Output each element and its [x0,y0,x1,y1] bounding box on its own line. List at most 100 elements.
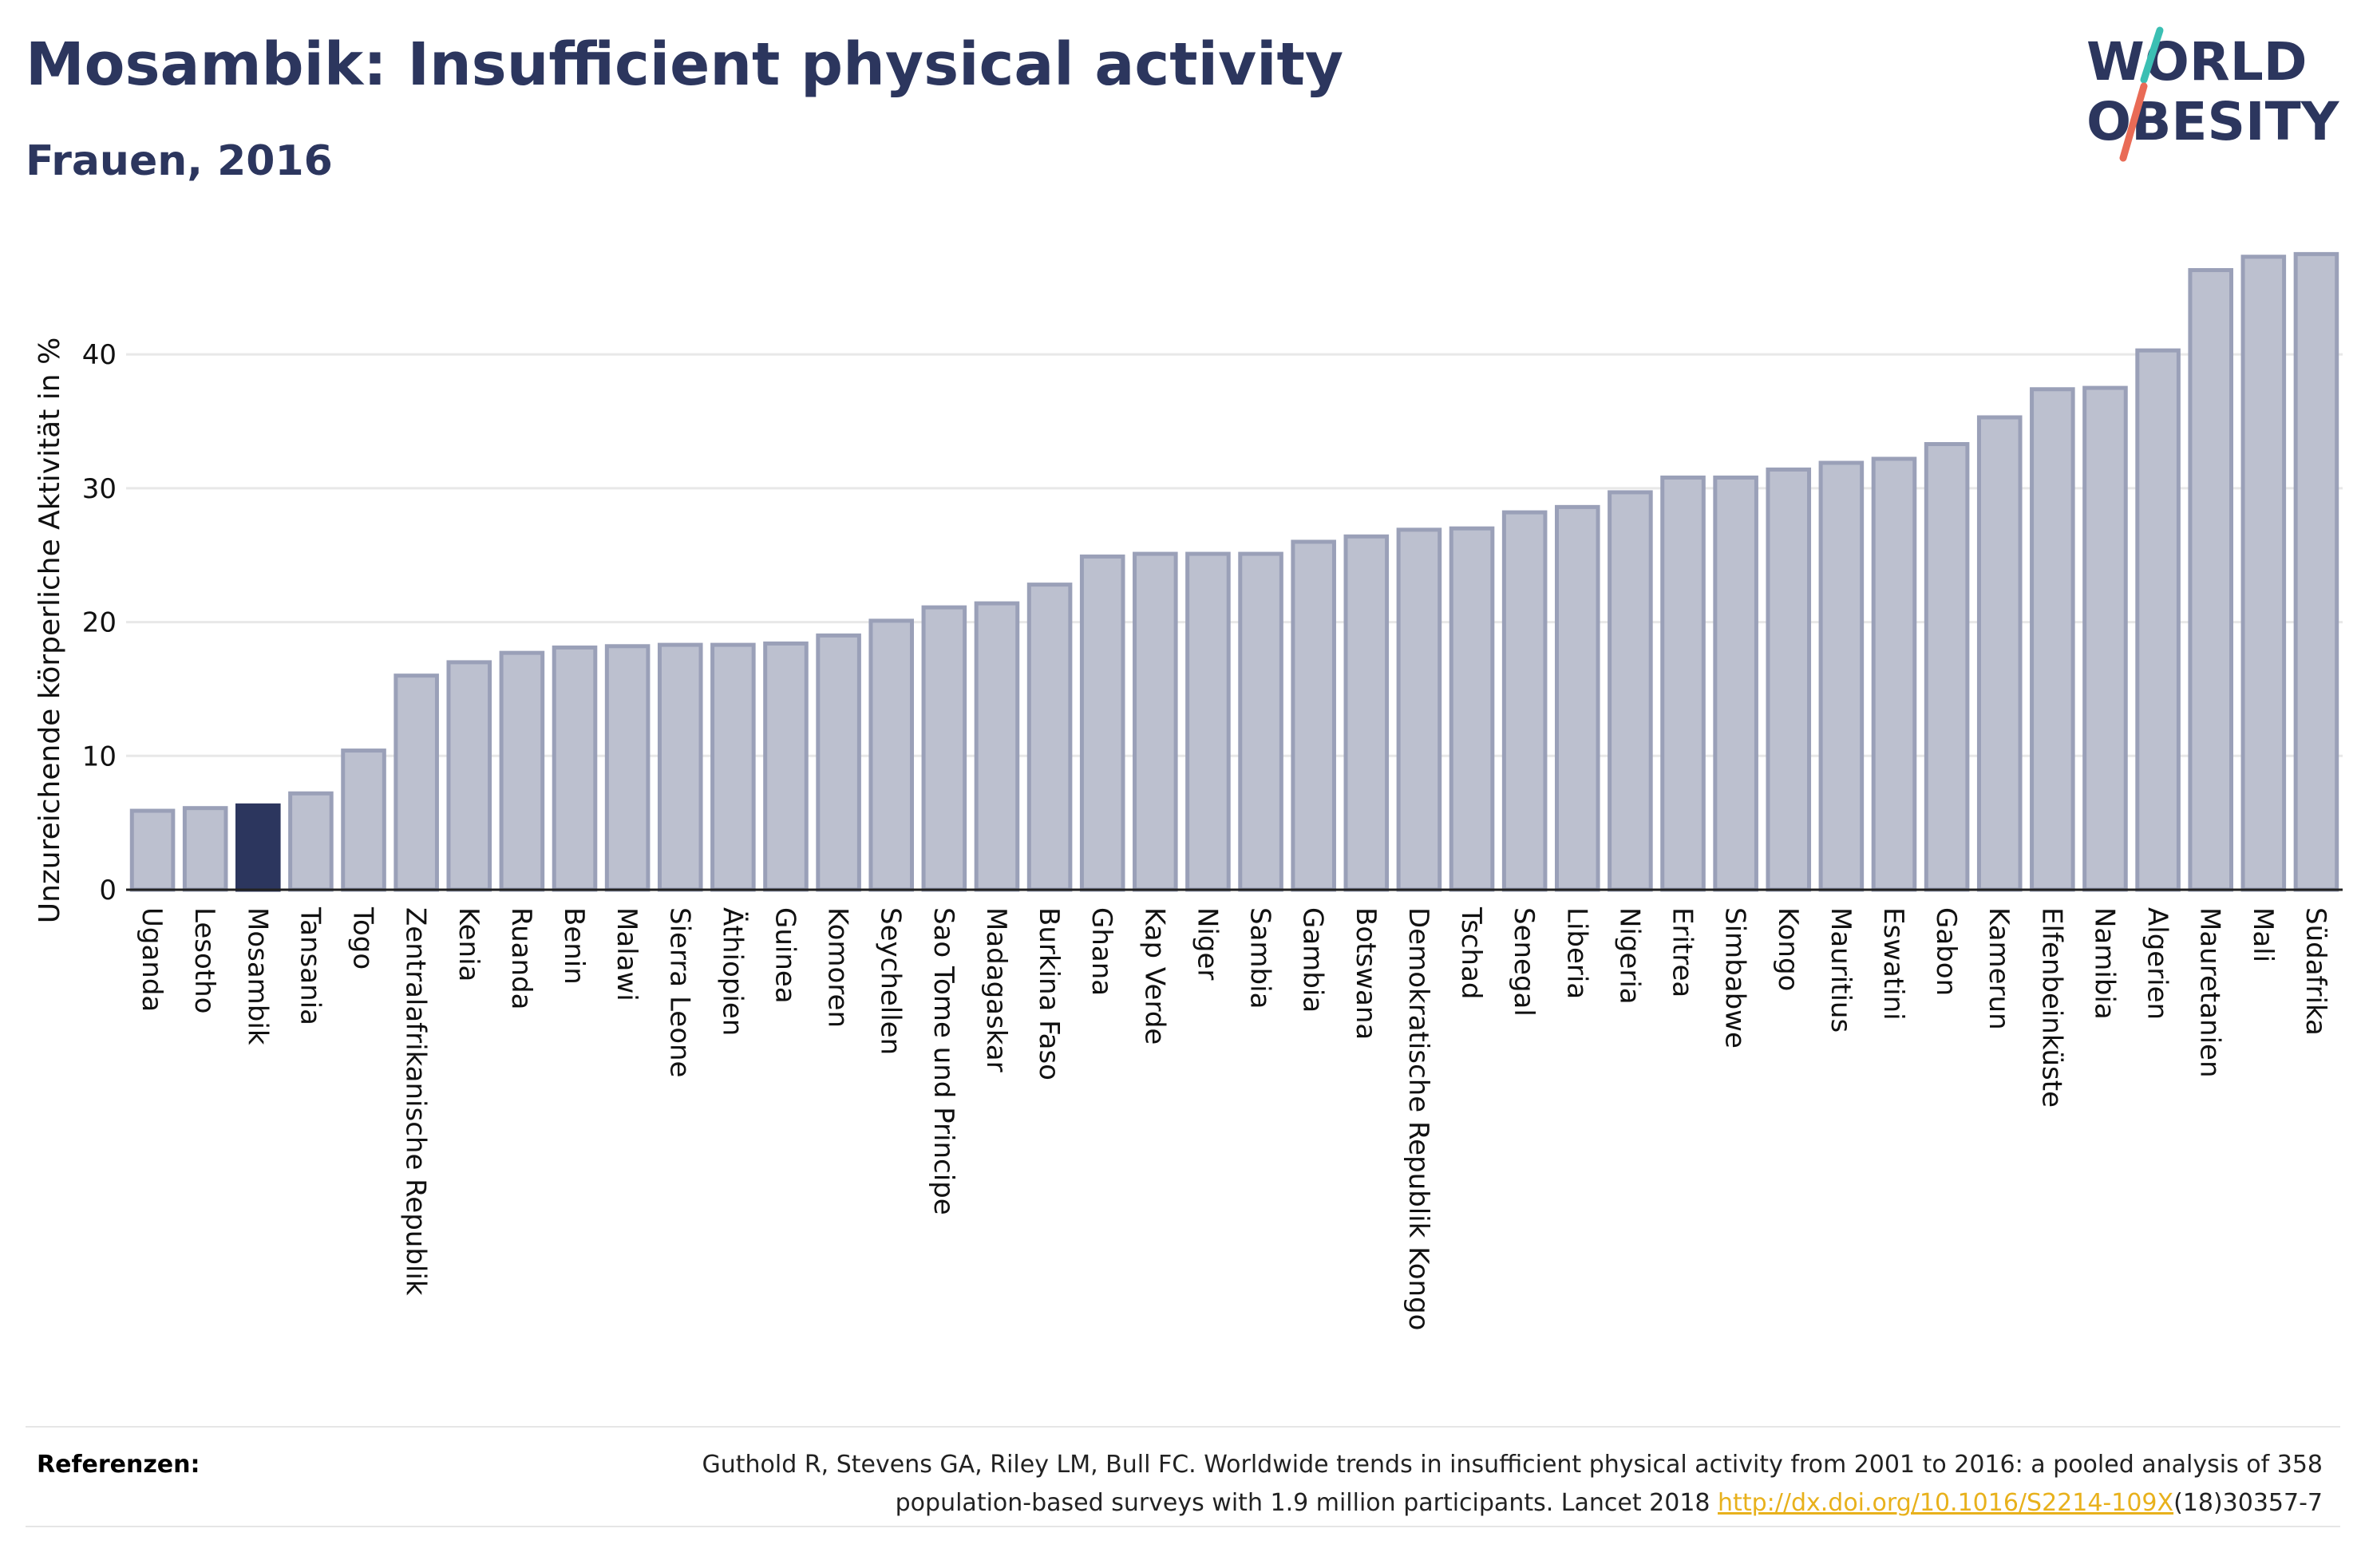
bar-burkina-faso [1026,583,1073,892]
x-tick-label: Mosambik [241,907,273,1045]
x-tick-label: Mauretanien [2194,907,2226,1078]
grid-layer [126,353,2343,757]
reference-top-divider [26,1426,2340,1428]
bar-namibia [2082,385,2128,892]
x-tick-label: Tansania [294,906,326,1025]
bar-kap-verde [1133,551,1178,892]
bar-simbabwe [1713,475,1758,892]
y-tick-label: 40 [82,339,117,371]
x-tick-label: Ruanda [505,907,537,1009]
x-tick-label: Elfenbeinküste [2035,907,2067,1108]
x-tick-label: Demokratische Republik Kongo [1402,907,1434,1330]
x-tick-label: Sambia [1244,907,1276,1009]
bar-lesotho [182,806,228,892]
reference-citation-line1: Guthold R, Stevens GA, Riley LM, Bull FC… [702,1451,2323,1479]
reference-doi-link[interactable]: http://dx.doi.org/10.1016/S2214-109X [1718,1489,2174,1517]
bar-sao-tome-und-principe [921,605,967,892]
x-tick-label: Simbabwe [1719,907,1751,1049]
y-tick-layer: 0 10 20 30 40 [82,339,117,906]
bar-algerien [2135,348,2181,892]
logo-slash-coral [2119,82,2148,162]
bar-niger [1185,551,1231,892]
chart-title: Mosambik: Insufficient physical activity [26,30,1344,99]
world-obesity-logo: WORLD OBESITY [2086,26,2340,162]
bar-guinea [763,641,809,892]
x-tick-label: Togo [347,906,379,970]
x-tick-label: Ghana [1086,907,1117,996]
bar-südafrika [2293,251,2339,892]
x-tick-label: Sierra Leone [663,907,695,1077]
bar-kongo [1766,467,1812,892]
x-tick-label: Madagaskar [980,907,1012,1072]
x-tick-label: Mali [2247,907,2279,962]
x-tick-label: Komoren [822,907,854,1028]
bar-eswatini [1871,456,1917,892]
bar-chart: 0 10 20 30 40 Uganda Lesotho Mosambik Tansania T… [34,251,2343,1330]
x-tick-label: Kenia [453,907,484,981]
references-text: Guthold R, Stevens GA, Riley LM, Bull FC… [487,1446,2323,1523]
x-tick-label: Sao Tome und Principe [927,907,959,1215]
x-tick-label: Senegal [1508,907,1540,1017]
x-tick-label: Gambia [1297,907,1329,1013]
x-tick-label: Namibia [2088,907,2120,1020]
y-tick-label: 20 [82,607,117,639]
y-tick-label: 10 [82,741,117,772]
y-axis-label: Unzureichende körperliche Aktivität in % [34,338,66,924]
x-tick-label: Zentralafrikanische Republik [400,907,432,1296]
x-tick-label: Kamerun [1983,907,2015,1030]
x-tick-label: Botswana [1350,907,1382,1040]
bar-gambia [1291,539,1336,892]
bar-äthiopien [710,642,756,892]
bar-layer [126,251,2343,892]
bar-elfenbeinküste [2030,387,2075,892]
bar-malawi [604,644,651,892]
bar-sierra-leone [657,642,703,892]
bar-madagaskar [974,601,1020,892]
bar-senegal [1501,510,1548,892]
x-tick-layer: Uganda Lesotho Mosambik Tansania Togo Zentral… [136,906,2331,1330]
bar-mali [2240,255,2287,892]
y-tick-label: 30 [82,473,117,505]
x-tick-label: Mauritius [1825,907,1857,1033]
references-label: Referenzen: [37,1451,200,1479]
bar-benin [552,645,598,892]
logo-slash-teal [2140,26,2164,84]
bar-tansania [288,791,334,892]
bar-kenia [446,660,492,892]
x-tick-label: Lesotho [188,907,220,1013]
bar-mauretanien [2188,268,2233,892]
x-tick-label: Eritrea [1667,907,1699,997]
x-tick-label: Kongo [1772,907,1804,991]
bar-komoren [816,633,861,892]
bar-demokratische-republik-kongo [1396,527,1442,892]
chart-subtitle: Frauen, 2016 [26,137,333,185]
x-tick-label: Äthiopien [716,907,748,1036]
logo-word-1: WORLD [2086,31,2308,93]
x-tick-label: Malawi [611,907,643,1001]
bar-nigeria [1608,490,1653,892]
bar-kamerun [1976,415,2023,892]
x-tick-label: Südafrika [2300,907,2331,1036]
bar-zentralafrikanische-republik [394,673,439,892]
x-tick-label: Algerien [2142,907,2173,1020]
reference-citation-suffix: (18)30357-7 [2173,1489,2323,1517]
x-tick-label: Nigeria [1613,907,1645,1005]
bar-togo [341,748,386,892]
bar-ruanda [499,650,545,892]
x-tick-label: Kap Verde [1138,907,1170,1045]
x-tick-label: Tschad [1455,906,1487,1000]
y-tick-label: 0 [99,875,117,906]
bar-ghana [1079,554,1125,892]
x-tick-label: Benin [558,907,590,985]
x-tick-label: Guinea [769,907,801,1004]
x-tick-label: Gabon [1930,907,1962,996]
bar-seychellen [868,618,915,892]
bar-eritrea [1660,475,1706,892]
reference-citation-line2: population-based surveys with 1.9 millio… [895,1489,1718,1517]
bar-botswana [1343,534,1390,892]
x-tick-label: Eswatini [1877,907,1909,1021]
x-tick-label: Uganda [136,907,168,1012]
x-tick-label: Liberia [1560,907,1592,999]
bar-mauritius [1818,460,1865,892]
x-tick-label: Burkina Faso [1033,907,1065,1080]
